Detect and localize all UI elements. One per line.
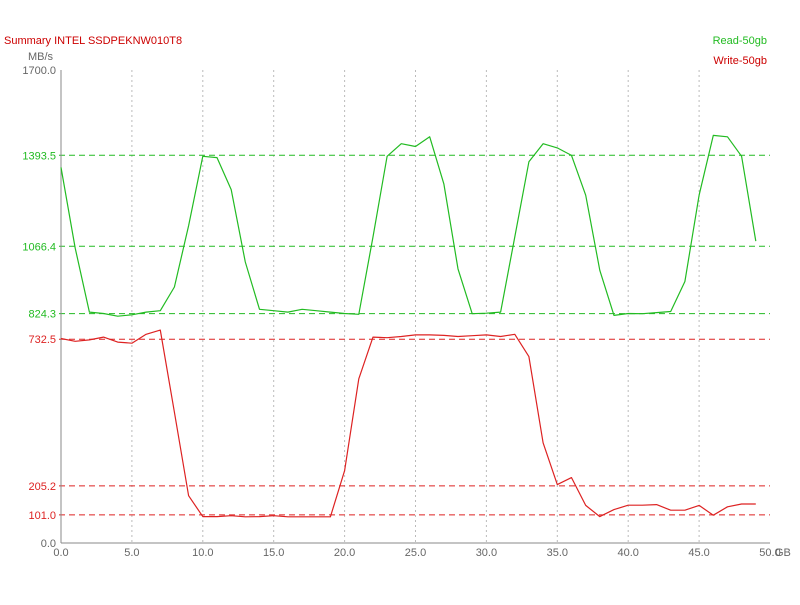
x-axis-unit: GB	[775, 547, 791, 559]
x-tick-label: 45.0	[688, 547, 709, 559]
legend-write: Write-50gb	[713, 55, 767, 67]
reference-label: 101.0	[28, 510, 56, 522]
labels: Summary INTEL SSDPEKNW010T8 MB/s GB Read…	[4, 35, 791, 559]
chart-title: Summary INTEL SSDPEKNW010T8	[4, 35, 182, 47]
y-axis-label: MB/s	[28, 51, 54, 63]
x-tick-label: 35.0	[547, 547, 568, 559]
reference-label: 824.3	[28, 309, 56, 321]
x-tick-label: 0.0	[53, 547, 68, 559]
y-tick-label: 1700.0	[22, 65, 56, 77]
series-layer	[60, 134, 757, 518]
grid-layer	[131, 70, 700, 543]
x-tick-label: 50.0	[759, 547, 780, 559]
x-tick-label: 15.0	[263, 547, 284, 559]
y-tick-label: 0.0	[41, 538, 56, 550]
axes	[60, 70, 770, 544]
series-line-write	[60, 329, 756, 518]
reference-label: 1393.5	[22, 150, 56, 162]
legend-read: Read-50gb	[713, 35, 767, 47]
reference-label: 1066.4	[22, 241, 56, 253]
series-line-read	[60, 134, 757, 317]
x-tick-label: 30.0	[476, 547, 497, 559]
reference-label: 732.5	[28, 334, 56, 346]
x-tick-label: 20.0	[334, 547, 355, 559]
x-tick-label: 40.0	[617, 547, 638, 559]
reference-label: 205.2	[28, 481, 56, 493]
x-tick-label: 5.0	[124, 547, 139, 559]
reference-lines	[59, 154, 770, 516]
x-tick-label: 10.0	[192, 547, 213, 559]
x-tick-label: 25.0	[405, 547, 426, 559]
